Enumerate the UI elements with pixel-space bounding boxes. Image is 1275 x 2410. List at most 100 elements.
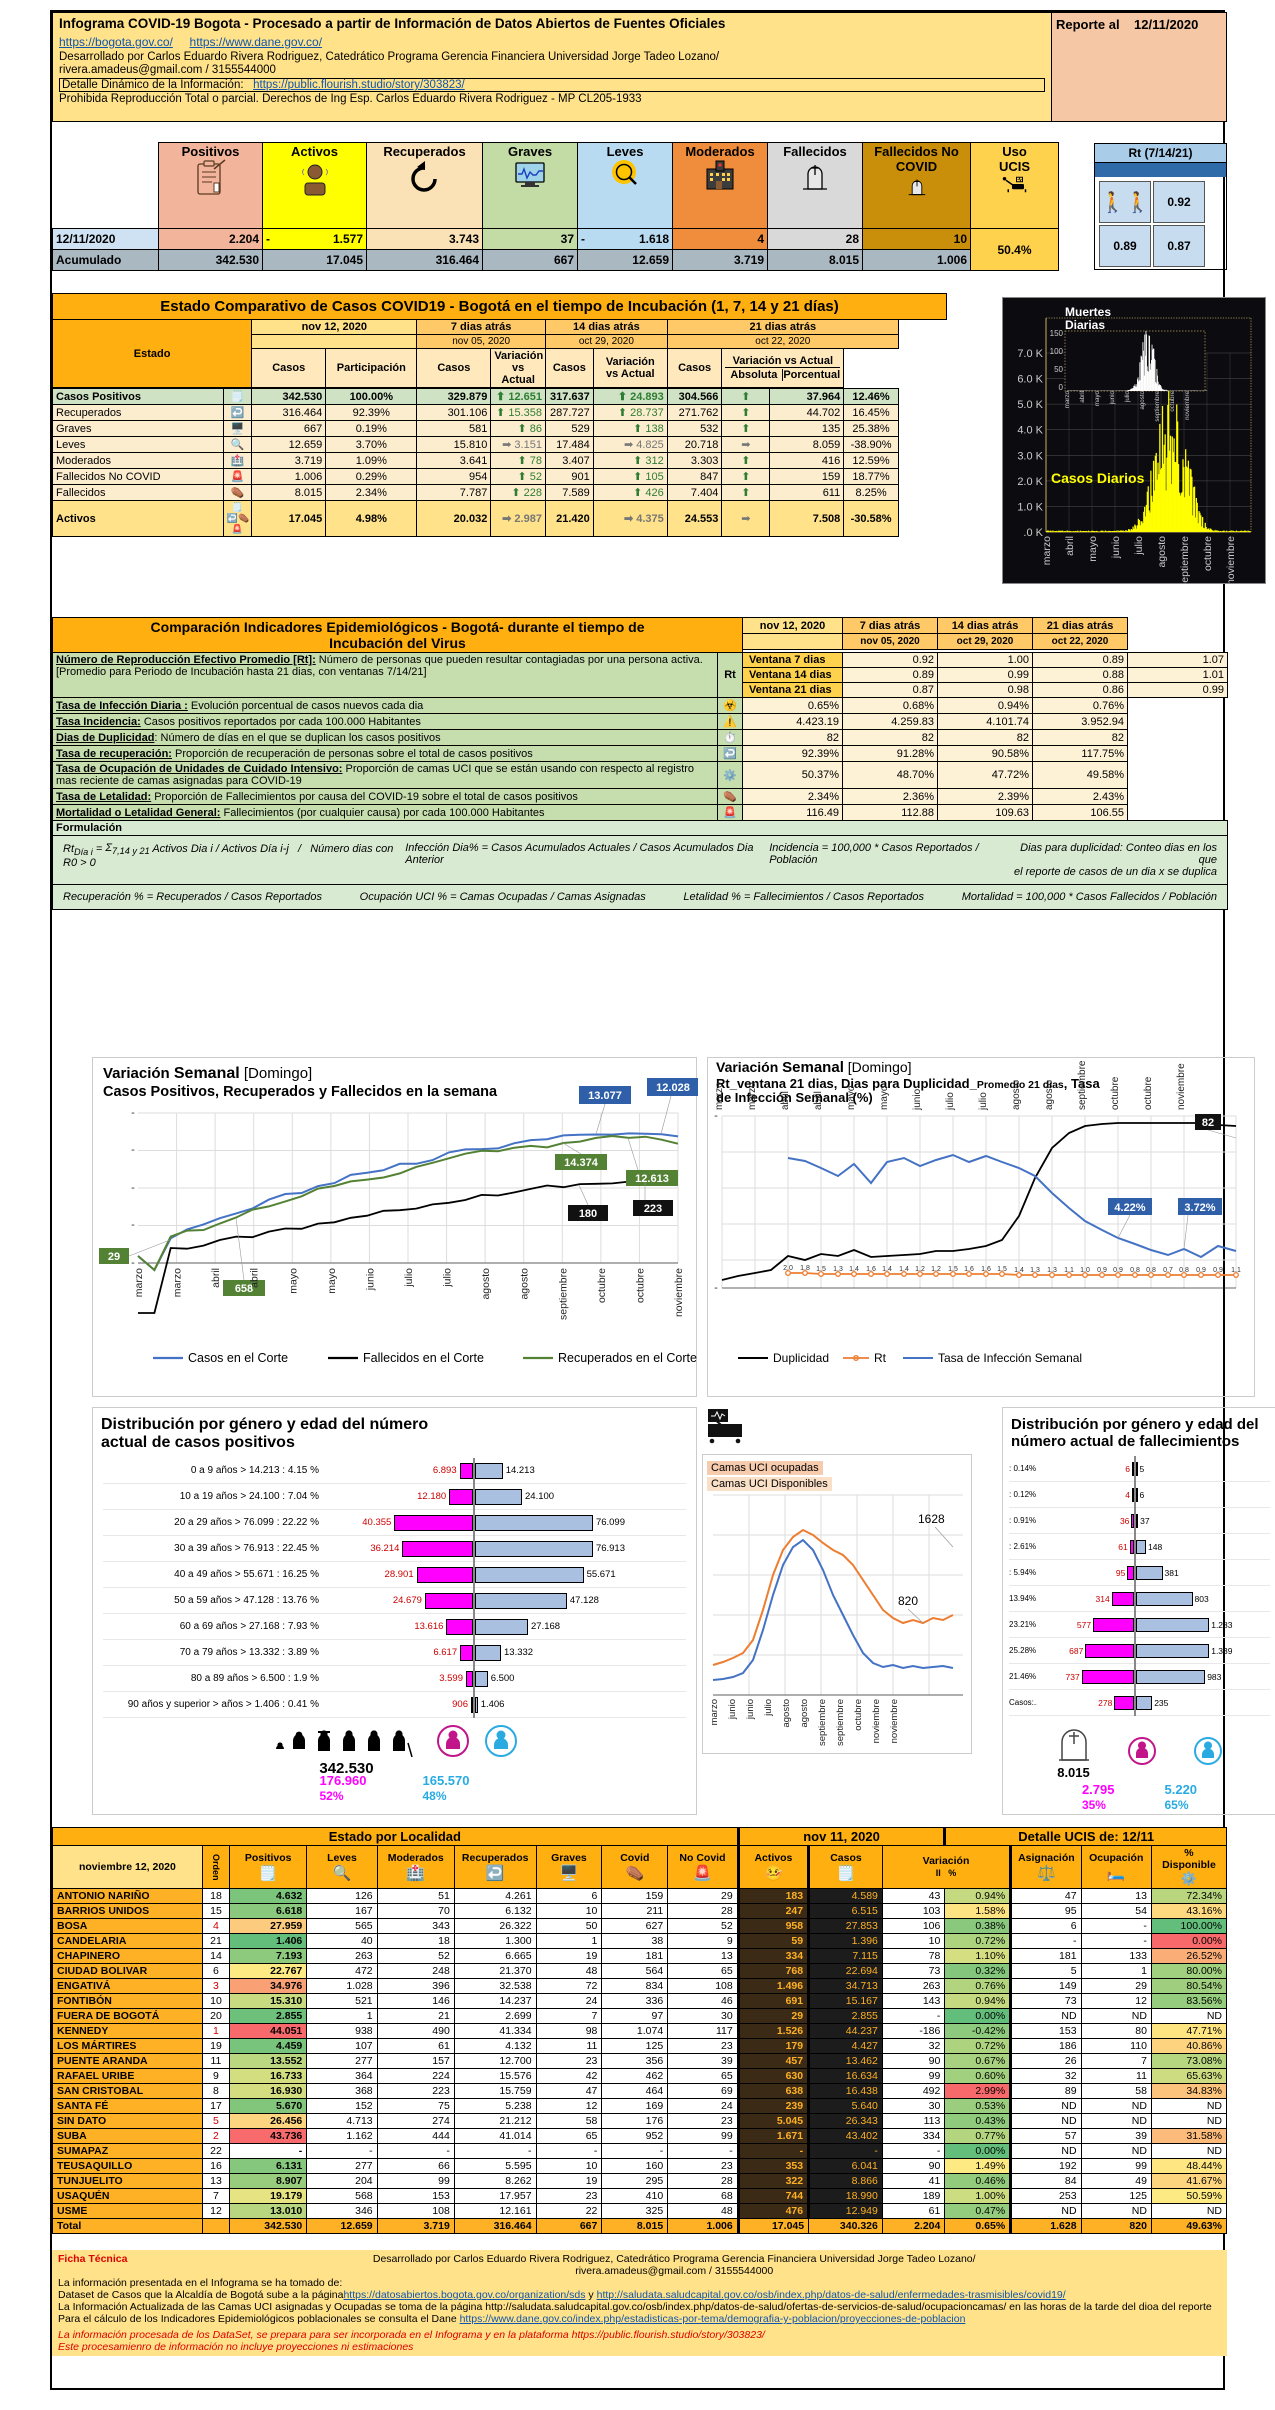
svg-text:Diarias: Diarias (1065, 318, 1105, 332)
svg-text:agosto: agosto (1011, 1080, 1022, 1110)
svg-text:junio: junio (727, 1699, 738, 1720)
svg-text:julio: julio (1133, 536, 1145, 556)
svg-text:agosto: agosto (519, 1268, 531, 1300)
svg-text:agosto: agosto (781, 1699, 792, 1728)
svg-text:julio: julio (763, 1699, 774, 1717)
svg-text:0.9: 0.9 (1196, 1267, 1206, 1274)
svg-text:820: 820 (898, 1594, 918, 1608)
svg-text:octubre: octubre (1202, 536, 1214, 571)
svg-text:0.9: 0.9 (1113, 1267, 1123, 1274)
svg-text:100: 100 (1050, 347, 1064, 356)
svg-text:marzo: marzo (133, 1268, 145, 1297)
svg-text:Recuperados en el Corte: Recuperados en el Corte (558, 1351, 697, 1365)
svg-text:mayo: mayo (1094, 390, 1101, 406)
svg-text:-: - (131, 1257, 135, 1269)
svg-text:1.2: 1.2 (915, 1266, 925, 1273)
svg-text:1.5: 1.5 (997, 1266, 1007, 1273)
svg-text:1.0 K: 1.0 K (1017, 501, 1043, 513)
svg-text:1.5: 1.5 (948, 1266, 958, 1273)
svg-text:septiembre: septiembre (835, 1699, 846, 1746)
svg-text:2.0 K: 2.0 K (1017, 476, 1043, 488)
svg-text:octubre: octubre (634, 1268, 646, 1303)
svg-text:octubre: octubre (853, 1699, 864, 1731)
svg-text:mayo: mayo (1087, 536, 1099, 562)
svg-text:junio: junio (1110, 536, 1122, 559)
svg-text:Casos Positivos, Recuperados y: Casos Positivos, Recuperados y Fallecido… (103, 1084, 498, 1100)
svg-text:abril: abril (1064, 536, 1076, 556)
svg-text:3.0 K: 3.0 K (1017, 450, 1043, 462)
svg-text:noviembre: noviembre (673, 1268, 685, 1317)
svg-text:julio: julio (1124, 390, 1131, 403)
svg-text:1.3: 1.3 (1047, 1267, 1057, 1274)
svg-text:mayo: mayo (326, 1268, 338, 1294)
svg-text:0.7: 0.7 (1163, 1267, 1173, 1274)
svg-text:mayo: mayo (879, 1085, 890, 1110)
svg-text:Rt_ventana 21 dias, Dias para: Rt_ventana 21 dias, Dias para Duplicidad… (716, 1076, 1100, 1091)
svg-text:octubre: octubre (1169, 390, 1176, 411)
svg-text:-: - (131, 1219, 135, 1231)
svg-text:-: - (131, 1107, 135, 1119)
svg-text:5.0 K: 5.0 K (1017, 399, 1043, 411)
svg-text:Casos Diarios: Casos Diarios (1051, 470, 1145, 486)
svg-text:junio: junio (912, 1088, 923, 1111)
svg-text:septiembre: septiembre (557, 1268, 569, 1320)
svg-text:12.613: 12.613 (635, 1173, 669, 1185)
svg-text:150: 150 (1050, 329, 1064, 338)
svg-text:septiembre: septiembre (817, 1699, 828, 1746)
svg-text:octubre: octubre (1110, 1076, 1121, 1110)
svg-text:Casos en el Corte: Casos en el Corte (188, 1351, 288, 1365)
svg-text:noviembre: noviembre (889, 1699, 900, 1743)
svg-text:Muertes: Muertes (1065, 305, 1111, 319)
svg-text:abril: abril (813, 1091, 824, 1110)
svg-text:marzo: marzo (1064, 390, 1071, 408)
svg-text:1.5: 1.5 (816, 1266, 826, 1273)
svg-text:7.0 K: 7.0 K (1017, 348, 1043, 360)
svg-text:marzo: marzo (709, 1699, 720, 1725)
svg-text:noviembre: noviembre (1184, 390, 1191, 419)
svg-text:1.6: 1.6 (964, 1266, 974, 1273)
svg-text:1.4: 1.4 (899, 1266, 909, 1273)
svg-text:julio: julio (978, 1092, 989, 1111)
svg-text:Variación Semanal [Domingo]: Variación Semanal [Domingo] (716, 1059, 912, 1076)
svg-text:0.9: 0.9 (1213, 1267, 1223, 1274)
svg-text:1.1: 1.1 (1064, 1267, 1074, 1274)
svg-text:Variación Semanal [Domingo]: Variación Semanal [Domingo] (103, 1065, 312, 1082)
svg-text:29: 29 (108, 1251, 120, 1263)
svg-text:septiembre: septiembre (1179, 536, 1191, 584)
svg-text:0: 0 (1059, 383, 1064, 392)
svg-text:1.2: 1.2 (931, 1266, 941, 1273)
svg-text:Tasa de Infección Semanal: Tasa de Infección Semanal (938, 1351, 1082, 1365)
svg-text:1628: 1628 (918, 1512, 945, 1526)
svg-text:0.8: 0.8 (1179, 1267, 1189, 1274)
svg-text:Rt: Rt (874, 1351, 887, 1365)
svg-text:1.6: 1.6 (981, 1266, 991, 1273)
svg-text:13.077: 13.077 (588, 1090, 622, 1102)
svg-text:julio: julio (442, 1268, 454, 1288)
svg-text:1.8: 1.8 (800, 1265, 810, 1272)
svg-text:1.1: 1.1 (1231, 1267, 1241, 1274)
svg-text:-: - (131, 1144, 135, 1156)
svg-text:junio: junio (1109, 390, 1116, 405)
svg-text:junio: junio (745, 1699, 756, 1720)
svg-text:0.8: 0.8 (1146, 1267, 1156, 1274)
svg-text:1.3: 1.3 (833, 1266, 843, 1273)
svg-text:mayo: mayo (287, 1268, 299, 1294)
svg-text:180: 180 (579, 1208, 597, 1220)
svg-text:3.72%: 3.72% (1184, 1202, 1215, 1214)
svg-text:marzo: marzo (1041, 536, 1053, 565)
svg-text:marzo: marzo (714, 1082, 725, 1110)
svg-text:julio: julio (403, 1268, 415, 1288)
svg-text:Fallecidos en el Corte: Fallecidos en el Corte (363, 1351, 484, 1365)
svg-text:-: - (714, 1110, 718, 1122)
svg-text:abril: abril (210, 1268, 222, 1288)
svg-text:septiembre: septiembre (1077, 1060, 1088, 1110)
svg-text:agosto: agosto (1139, 390, 1146, 409)
svg-text:1.0: 1.0 (1080, 1267, 1090, 1274)
svg-text:octubre: octubre (596, 1268, 608, 1303)
svg-text:agosto: agosto (1044, 1080, 1055, 1110)
svg-text:julio: julio (945, 1092, 956, 1111)
svg-text:septiembre: septiembre (1154, 390, 1161, 421)
svg-text:abril: abril (249, 1268, 261, 1288)
svg-text:junio: junio (364, 1268, 376, 1291)
svg-text:agosto: agosto (1156, 536, 1168, 568)
